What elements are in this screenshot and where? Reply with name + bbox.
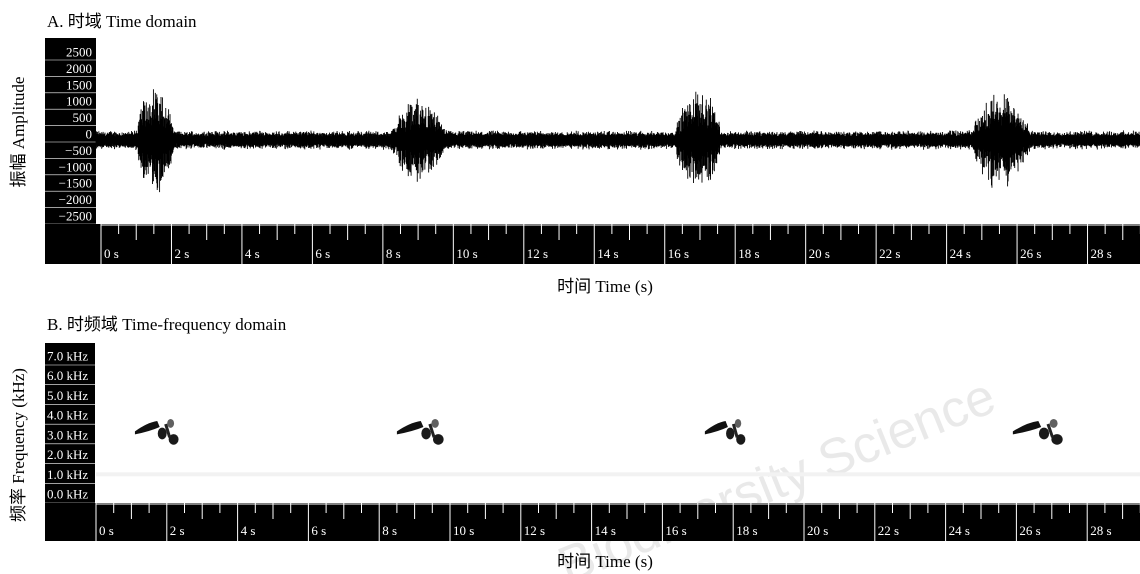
y-tick-label: 2.0 kHz bbox=[47, 447, 88, 462]
x-tick-label: 4 s bbox=[245, 246, 260, 261]
x-tick-label: 18 s bbox=[736, 523, 757, 538]
waveform-trace bbox=[95, 89, 1140, 193]
x-tick-label: 24 s bbox=[949, 523, 970, 538]
x-tick-label: 0 s bbox=[104, 246, 119, 261]
x-tick-label: 8 s bbox=[382, 523, 397, 538]
call-stem bbox=[164, 423, 172, 438]
x-tick-label: 26 s bbox=[1020, 246, 1041, 261]
call-note bbox=[168, 434, 179, 445]
x-tick-label: 22 s bbox=[878, 523, 899, 538]
y-tick-label: 0.0 kHz bbox=[47, 487, 88, 502]
panel-b-title: B. 时频域 Time-frequency domain bbox=[47, 315, 287, 334]
x-tick-label: 28 s bbox=[1091, 246, 1112, 261]
call-note bbox=[421, 427, 431, 440]
call-note bbox=[1049, 418, 1058, 428]
x-tick-label: 2 s bbox=[174, 246, 189, 261]
y-tick-label: 4.0 kHz bbox=[47, 408, 88, 423]
call-sweep bbox=[396, 421, 424, 435]
call-note bbox=[167, 418, 175, 428]
y-tick-label: −2000 bbox=[59, 192, 92, 207]
call-blob bbox=[1012, 418, 1063, 445]
x-tick-label: 4 s bbox=[241, 523, 256, 538]
panel-b-spectrogram bbox=[96, 418, 1140, 477]
y-tick-label: −1500 bbox=[59, 176, 92, 191]
y-tick-label: 1000 bbox=[66, 94, 92, 109]
y-tick-label: 2000 bbox=[66, 61, 92, 76]
y-tick-label: 2500 bbox=[66, 45, 92, 60]
x-tick-label: 6 s bbox=[311, 523, 326, 538]
x-tick-label: 10 s bbox=[453, 523, 474, 538]
x-tick-label: 26 s bbox=[1019, 523, 1040, 538]
panel-b-xticks: 0 s 2 s 4 s 6 s 8 s 10 s 12 s 14 s 16 s 18 s 20 s 2… bbox=[95, 503, 1140, 541]
x-tick-label: 12 s bbox=[527, 246, 548, 261]
x-tick-label: 0 s bbox=[99, 523, 114, 538]
y-tick-label: −1000 bbox=[59, 159, 92, 174]
x-tick-label: 22 s bbox=[879, 246, 900, 261]
y-tick-label: 1500 bbox=[66, 77, 92, 92]
x-tick-label: 14 s bbox=[595, 523, 616, 538]
call-blob bbox=[134, 418, 179, 445]
call-sweep bbox=[134, 421, 160, 435]
panel-a-xlabel: 时间 Time (s) bbox=[557, 277, 653, 296]
y-tick-label: 0 bbox=[86, 127, 93, 142]
x-tick-label: 14 s bbox=[597, 246, 618, 261]
x-tick-label: 10 s bbox=[456, 246, 477, 261]
call-blob bbox=[396, 418, 444, 445]
panel-b-xlabel: 时间 Time (s) bbox=[557, 552, 653, 571]
y-tick-label: 1.0 kHz bbox=[47, 467, 88, 482]
y-tick-label: 3.0 kHz bbox=[47, 427, 88, 442]
panel-b-xaxis-bar bbox=[45, 503, 1140, 541]
x-tick-label: 6 s bbox=[315, 246, 330, 261]
panel-b-ylabel: 频率 Frequency (kHz) bbox=[9, 368, 28, 522]
y-tick-label: 6.0 kHz bbox=[47, 368, 88, 383]
call-note bbox=[1038, 427, 1050, 440]
call-note bbox=[726, 427, 735, 440]
panel-a-yaxis-bar bbox=[45, 38, 96, 225]
call-stem bbox=[731, 423, 739, 438]
panel-a-xticks: 0 s 2 s 4 s 6 s 8 s 10 s 12 s 14 s 16 s 18 s 20 s 2… bbox=[100, 224, 1140, 264]
x-tick-label: 8 s bbox=[386, 246, 401, 261]
x-tick-label: 16 s bbox=[665, 523, 686, 538]
panel-a: A. 时域 Time domain 振幅 Amplitude 250020001… bbox=[9, 12, 1140, 296]
call-note bbox=[157, 427, 167, 440]
panel-b-yticks: 7.0 kHz 6.0 kHz 5.0 kHz 4.0 kHz 3.0 kHz 2.0 k… bbox=[45, 349, 95, 504]
call-note bbox=[734, 418, 742, 428]
x-tick-label: 20 s bbox=[809, 246, 830, 261]
x-tick-label: 16 s bbox=[668, 246, 689, 261]
x-tick-label: 28 s bbox=[1090, 523, 1111, 538]
call-blob bbox=[704, 418, 746, 445]
panel-b: B. 时频域 Time-frequency domain 频率 Frequenc… bbox=[9, 315, 1140, 571]
y-tick-label: 7.0 kHz bbox=[47, 349, 88, 364]
x-tick-label: 24 s bbox=[950, 246, 971, 261]
call-sweep bbox=[1012, 421, 1042, 435]
noise-band bbox=[96, 472, 1140, 477]
x-tick-label: 20 s bbox=[807, 523, 828, 538]
call-stem bbox=[1046, 423, 1054, 438]
panel-a-waveform bbox=[95, 89, 1140, 193]
call-sweep bbox=[704, 421, 728, 435]
y-tick-label: −500 bbox=[65, 143, 92, 158]
y-tick-label: 500 bbox=[73, 110, 93, 125]
watermark: Biodiversity Science bbox=[550, 367, 1003, 574]
call-stem bbox=[428, 423, 436, 438]
panel-a-ylabel: 振幅 Amplitude bbox=[9, 77, 28, 188]
x-tick-label: 2 s bbox=[170, 523, 185, 538]
y-tick-label: −2500 bbox=[59, 209, 92, 224]
x-tick-label: 18 s bbox=[738, 246, 759, 261]
panel-a-title: A. 时域 Time domain bbox=[47, 12, 197, 31]
call-note bbox=[1051, 434, 1063, 445]
call-note bbox=[433, 434, 444, 445]
y-tick-label: 5.0 kHz bbox=[47, 388, 88, 403]
x-tick-label: 12 s bbox=[524, 523, 545, 538]
panel-a-xaxis-bar bbox=[45, 224, 1140, 264]
call-note bbox=[431, 418, 439, 428]
